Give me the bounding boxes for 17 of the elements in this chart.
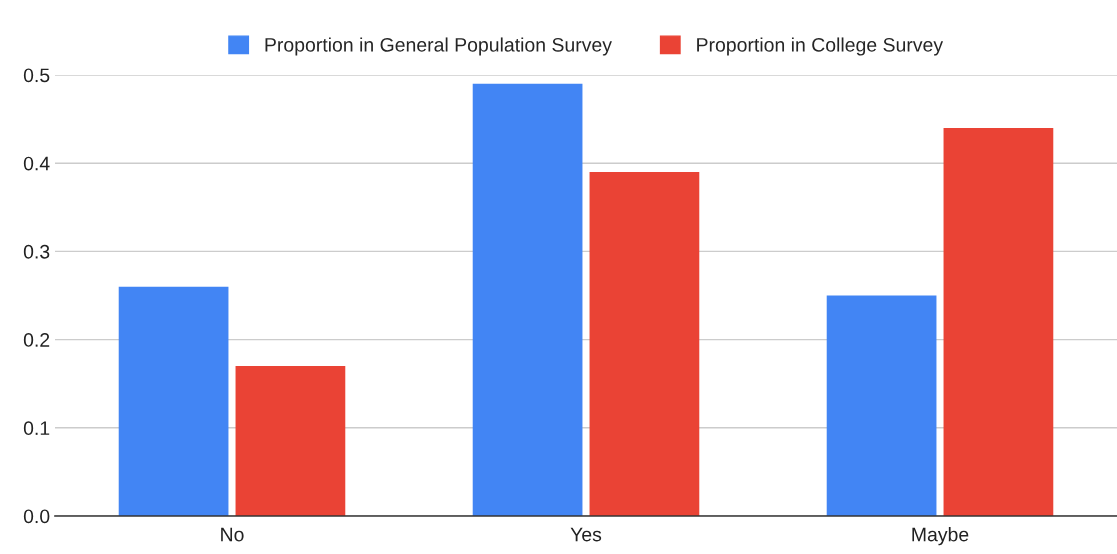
legend-label: Proportion in General Population Survey bbox=[265, 37, 612, 56]
x-tick-label: Maybe bbox=[912, 527, 969, 546]
bar bbox=[118, 286, 229, 516]
bar bbox=[472, 83, 583, 516]
y-tick-label: 0.4 bbox=[23, 156, 50, 171]
x-tick-label: No bbox=[221, 527, 244, 542]
y-tick-label: 0.5 bbox=[23, 68, 50, 83]
x-tick-label: Yes bbox=[570, 527, 602, 542]
y-tick-label: 0.3 bbox=[23, 244, 50, 259]
y-tick-label: 0.1 bbox=[23, 421, 50, 436]
bar bbox=[943, 127, 1054, 516]
bar bbox=[589, 172, 700, 516]
y-tick-label: 0.2 bbox=[23, 333, 50, 347]
y-tick-label: 0.0 bbox=[23, 509, 50, 524]
legend-label: Proportion in College Survey bbox=[697, 37, 944, 56]
bar bbox=[826, 295, 937, 516]
bar bbox=[235, 366, 346, 516]
